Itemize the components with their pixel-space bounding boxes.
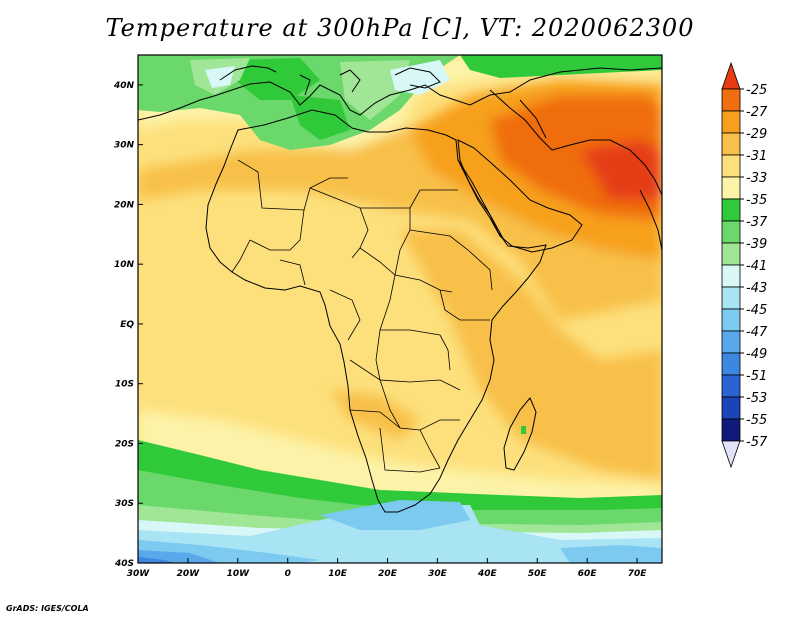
colorbar-label: -45 (746, 303, 767, 318)
colorbar-swatch (721, 308, 741, 332)
lat-tick-label: 30S (115, 499, 134, 509)
longitude-axis: 30W 20W 10W 0 10E 20E 30E 40E 50E 60E 70E (127, 558, 647, 579)
colorbar-swatch (721, 220, 741, 244)
lon-tick-label: 0 (285, 569, 291, 579)
colorbar-label: -43 (746, 281, 767, 296)
colorbar: -25 -27 -29 -31 -33 -35 -37 -39 -41 -43 -45 -47 -49 -… (721, 61, 768, 469)
colorbar-label: -35 (746, 193, 767, 208)
colorbar-swatch (721, 88, 741, 112)
colorbar-swatch (721, 110, 741, 134)
latitude-axis: 40N 30N 20N 10N EQ 10S 20S 30S 40S (113, 81, 143, 569)
colorbar-swatch (721, 61, 741, 90)
colorbar-label: -33 (746, 171, 767, 186)
lon-tick-label: 30E (428, 569, 448, 579)
colorbar-swatch (721, 374, 741, 398)
colorbar-swatch (721, 330, 741, 354)
colorbar-label: -41 (746, 259, 767, 274)
colorbar-swatch (721, 418, 741, 442)
footer-credit: GrADS: IGES/COLA (6, 604, 89, 613)
colorbar-label: -31 (746, 149, 767, 164)
colorbar-swatch (721, 440, 741, 469)
plot-frame (137, 54, 663, 564)
lon-tick-label: 10E (328, 569, 348, 579)
colorbar-label: -29 (746, 127, 767, 142)
colorbar-swatch (721, 242, 741, 266)
lat-tick-label: 20S (115, 439, 134, 449)
colorbar-label: -37 (746, 215, 768, 230)
colorbar-label: -49 (746, 347, 767, 362)
lat-tick-label: 40N (113, 81, 135, 91)
colorbar-label: -55 (746, 413, 767, 428)
lat-tick-label: 20N (114, 200, 135, 210)
lon-tick-label: 20W (177, 569, 201, 579)
lat-tick-label: 10N (114, 260, 135, 270)
colorbar-label: -39 (746, 237, 767, 252)
colorbar-swatch (721, 264, 741, 288)
lon-tick-label: 50E (528, 569, 548, 579)
colorbar-swatch (721, 396, 741, 420)
coastlines (138, 65, 662, 513)
colorbar-label: -51 (746, 369, 767, 384)
colorbar-label: -27 (746, 105, 768, 120)
lat-tick-label: 40S (114, 559, 134, 569)
lat-tick-label: 30N (114, 141, 135, 151)
temperature-field (138, 55, 662, 563)
lon-tick-label: 70E (628, 569, 648, 579)
map-title: Temperature at 300hPa [C], VT: 202006230… (105, 14, 695, 42)
colorbar-label: -47 (746, 325, 768, 340)
country-borders (231, 159, 493, 473)
colorbar-swatch (721, 352, 741, 376)
colorbar-swatch (721, 154, 741, 178)
lon-tick-label: 20E (378, 569, 398, 579)
colorbar-swatch (721, 286, 741, 310)
lon-tick-label: 10W (227, 569, 251, 579)
colorbar-swatch (721, 176, 741, 200)
colorbar-swatch (721, 198, 741, 222)
colorbar-swatch (721, 132, 741, 156)
lat-tick-label: EQ (120, 320, 134, 330)
lat-tick-label: 10S (115, 380, 134, 390)
lon-tick-label: 60E (578, 569, 598, 579)
lon-tick-label: 40E (477, 569, 498, 579)
colorbar-label: -53 (746, 391, 767, 406)
colorbar-label: -25 (746, 83, 767, 98)
lon-tick-label: 30W (127, 569, 151, 579)
colorbar-label: -57 (746, 435, 768, 450)
